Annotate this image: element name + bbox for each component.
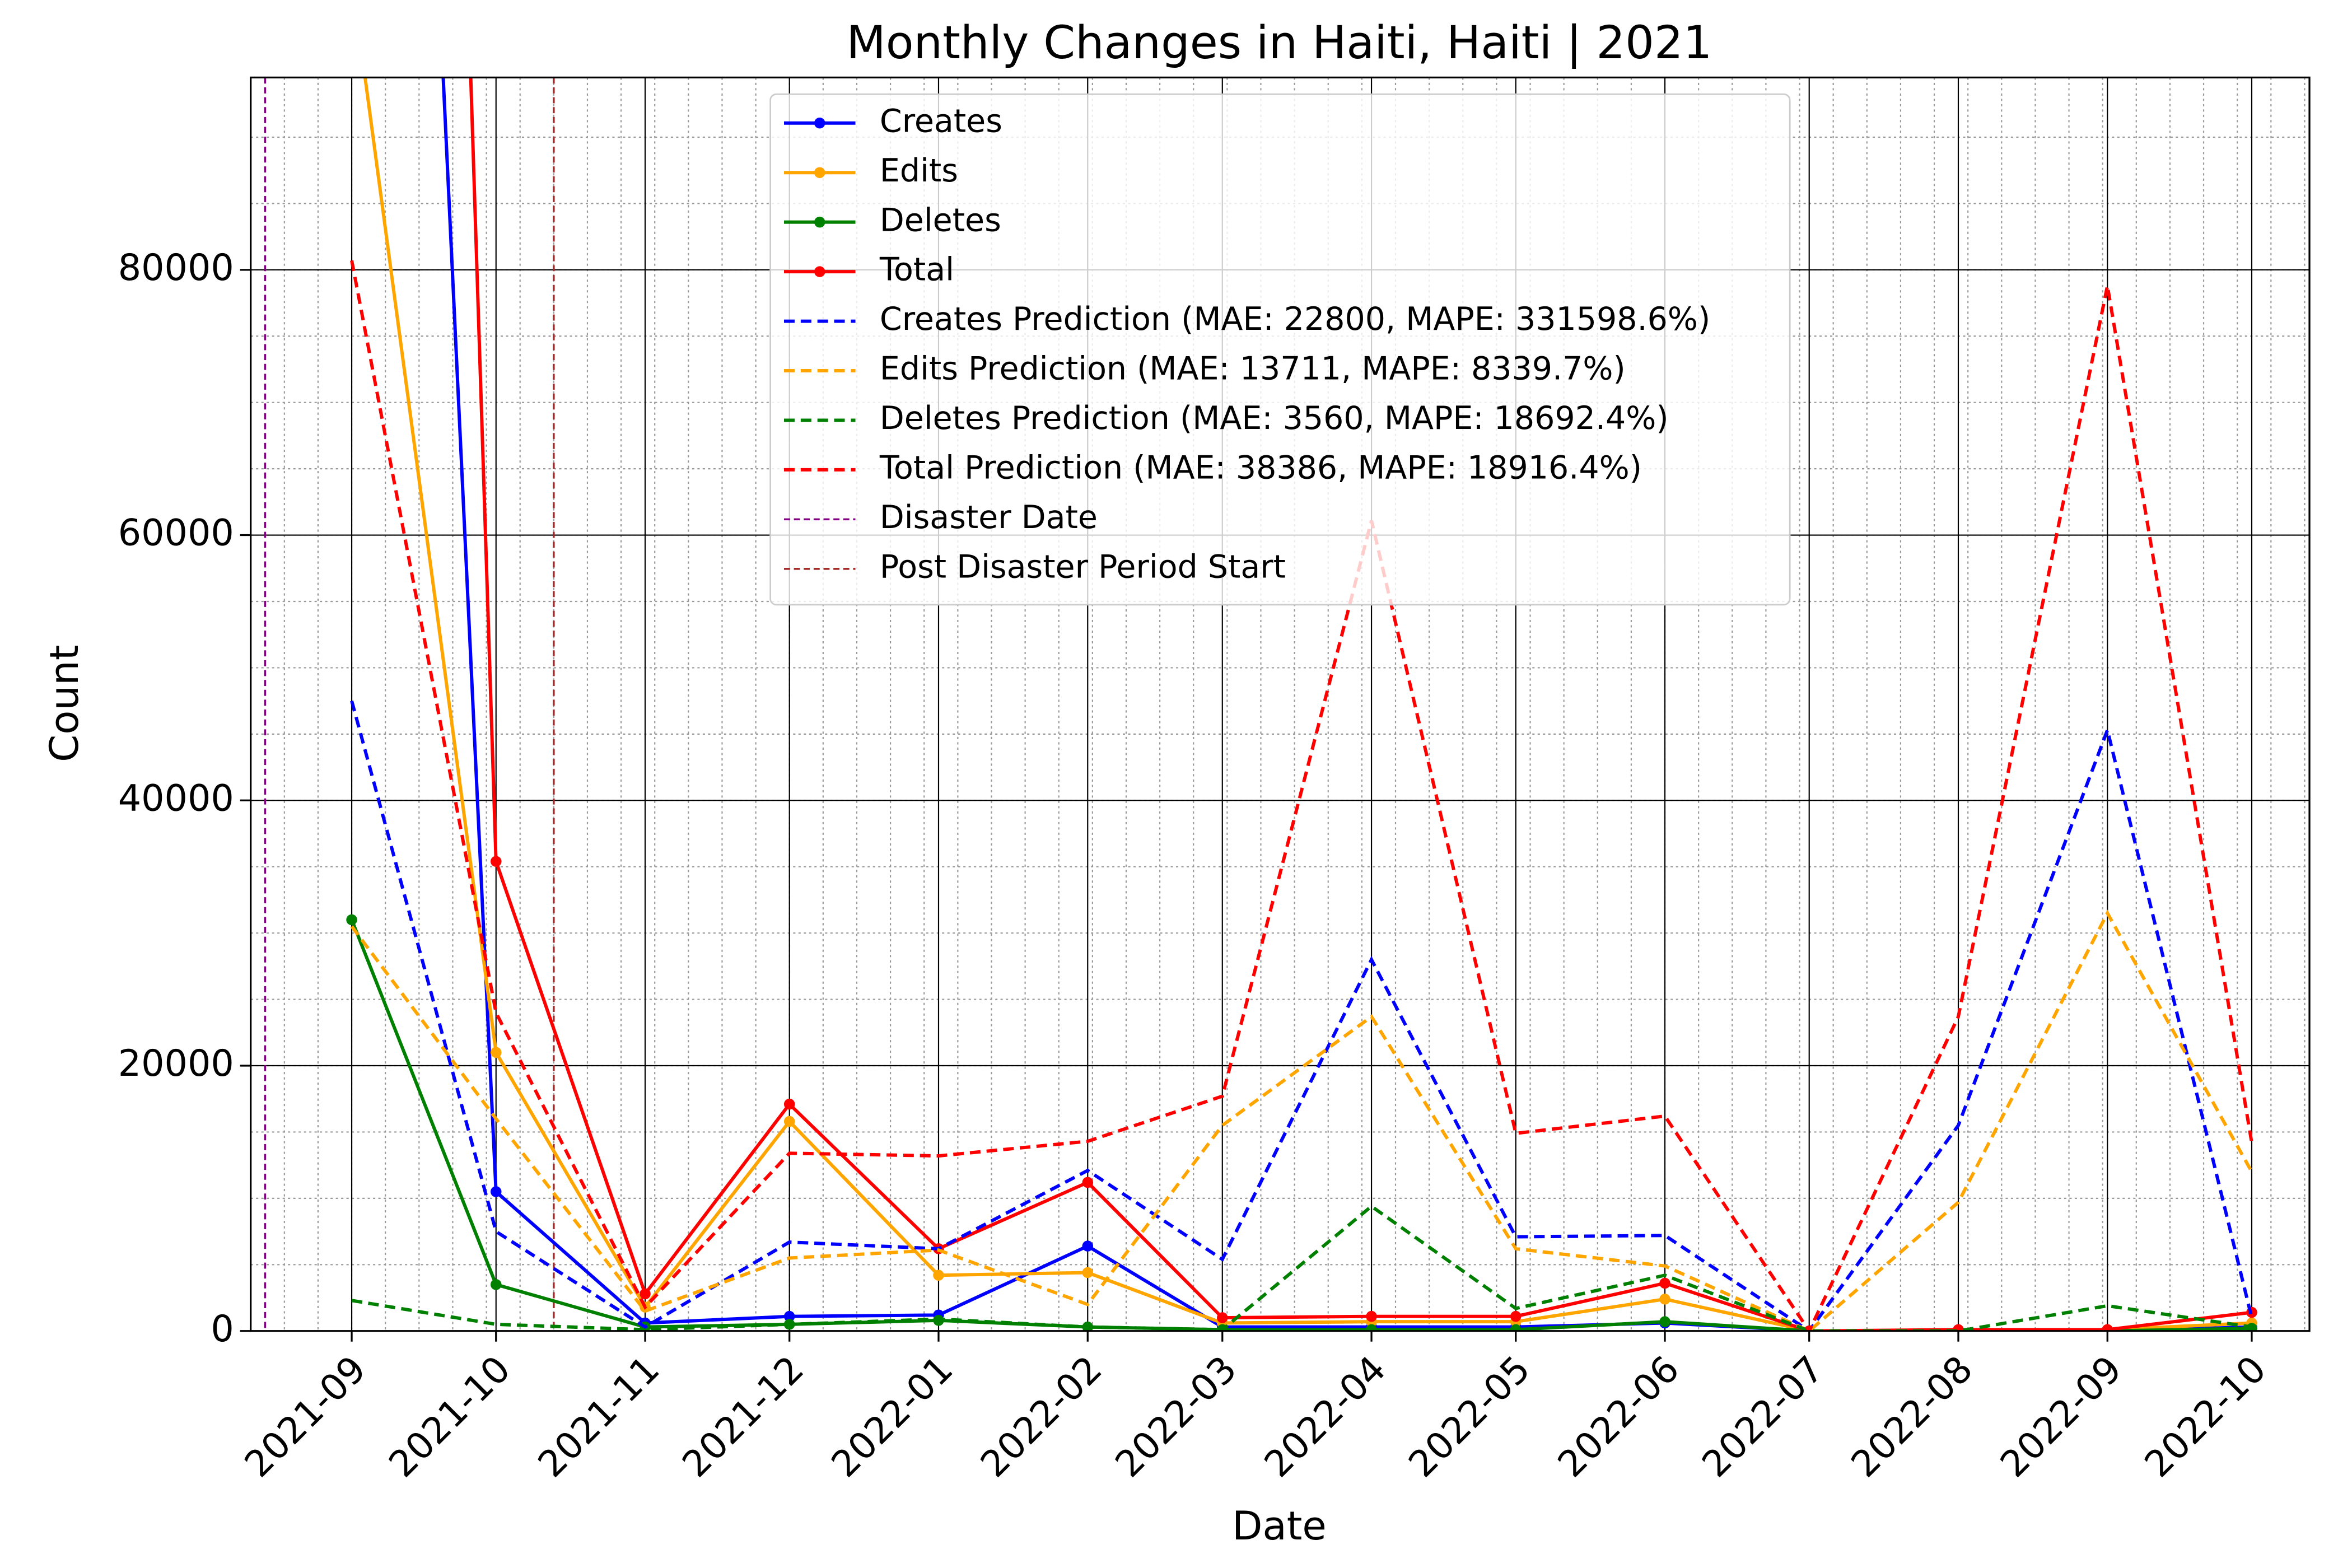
point xyxy=(1659,1294,1670,1305)
x-tick-label: 2022-02 xyxy=(973,1348,1110,1485)
y-axis-label: Count xyxy=(41,645,87,762)
y-tick-label: 60000 xyxy=(118,512,234,554)
legend-label: Total xyxy=(879,251,954,288)
x-tick-label: 2022-10 xyxy=(2137,1348,2274,1485)
chart-title: Monthly Changes in Haiti, Haiti | 2021 xyxy=(847,16,1712,69)
point xyxy=(1217,1312,1228,1323)
point xyxy=(1510,1310,1522,1322)
point xyxy=(490,1047,502,1058)
y-tick-label: 80000 xyxy=(118,247,234,289)
legend-box xyxy=(769,93,1791,606)
series-line xyxy=(350,919,2252,1331)
legend-marker xyxy=(814,118,825,129)
point xyxy=(1953,1324,1964,1331)
point xyxy=(1366,1324,1377,1331)
legend-marker xyxy=(814,266,825,277)
y-tick-label: 40000 xyxy=(118,777,234,819)
x-tick-label: 2022-08 xyxy=(1844,1348,1981,1485)
point xyxy=(1082,1267,1094,1278)
point xyxy=(1082,1177,1094,1188)
x-tick-label: 2022-01 xyxy=(824,1348,961,1485)
legend-label: Edits xyxy=(880,152,958,189)
x-tick-label: 2021-09 xyxy=(237,1348,374,1485)
y-tick-label: 20000 xyxy=(118,1043,234,1085)
point xyxy=(490,856,502,867)
point xyxy=(1082,1240,1094,1252)
legend-label: Deletes xyxy=(880,202,1001,239)
series-line xyxy=(350,260,2253,1331)
x-tick-label: 2022-04 xyxy=(1257,1348,1394,1485)
x-axis-label: Date xyxy=(1232,1503,1327,1549)
series-line xyxy=(350,909,2253,1331)
x-tick-label: 2021-12 xyxy=(675,1348,812,1485)
series-line xyxy=(350,700,2253,1331)
legend: Creates Edits Deletes Total Creates Predicti… xyxy=(769,93,1791,606)
legend-marker xyxy=(814,167,825,178)
x-tick-label: 2022-09 xyxy=(1992,1348,2130,1485)
point xyxy=(783,1098,795,1110)
x-tick-label: 2022-05 xyxy=(1401,1348,1538,1485)
point xyxy=(1366,1310,1377,1322)
point xyxy=(490,1186,502,1197)
plot-lines xyxy=(264,77,2257,1331)
x-tick-label: 2021-11 xyxy=(530,1348,668,1485)
legend-label: Creates xyxy=(880,102,1002,139)
x-tick-label: 2022-06 xyxy=(1550,1348,1687,1485)
legend-label: Disaster Date xyxy=(880,499,1098,536)
x-tick-label: 2021-10 xyxy=(381,1348,519,1485)
legend-label: Creates Prediction (MAE: 22800, MAPE: 33… xyxy=(880,301,1710,338)
plot-frame xyxy=(250,76,2311,1332)
series-line xyxy=(363,77,2252,1331)
point xyxy=(1659,1316,1670,1327)
point xyxy=(783,1310,795,1322)
point xyxy=(1659,1277,1670,1289)
x-tick-label: 2022-03 xyxy=(1108,1348,1245,1485)
legend-label: Total Prediction (MAE: 38386, MAPE: 1891… xyxy=(879,450,1642,487)
point xyxy=(346,914,357,926)
series-line xyxy=(351,1204,2252,1331)
legend-marker xyxy=(814,216,825,228)
legend-label: Deletes Prediction (MAE: 3560, MAPE: 186… xyxy=(880,400,1669,437)
y-tick-label: 0 xyxy=(211,1308,234,1350)
point xyxy=(640,1288,651,1300)
point xyxy=(1510,1324,1522,1331)
legend-label: Post Disaster Period Start xyxy=(880,548,1286,585)
point xyxy=(490,1279,502,1290)
x-tick-label: 2022-07 xyxy=(1695,1348,1832,1485)
series-line xyxy=(441,77,2252,1331)
point xyxy=(2102,1324,2113,1331)
point xyxy=(783,1116,795,1127)
legend-label: Edits Prediction (MAE: 13711, MAPE: 8339… xyxy=(880,351,1626,388)
point xyxy=(933,1270,944,1281)
